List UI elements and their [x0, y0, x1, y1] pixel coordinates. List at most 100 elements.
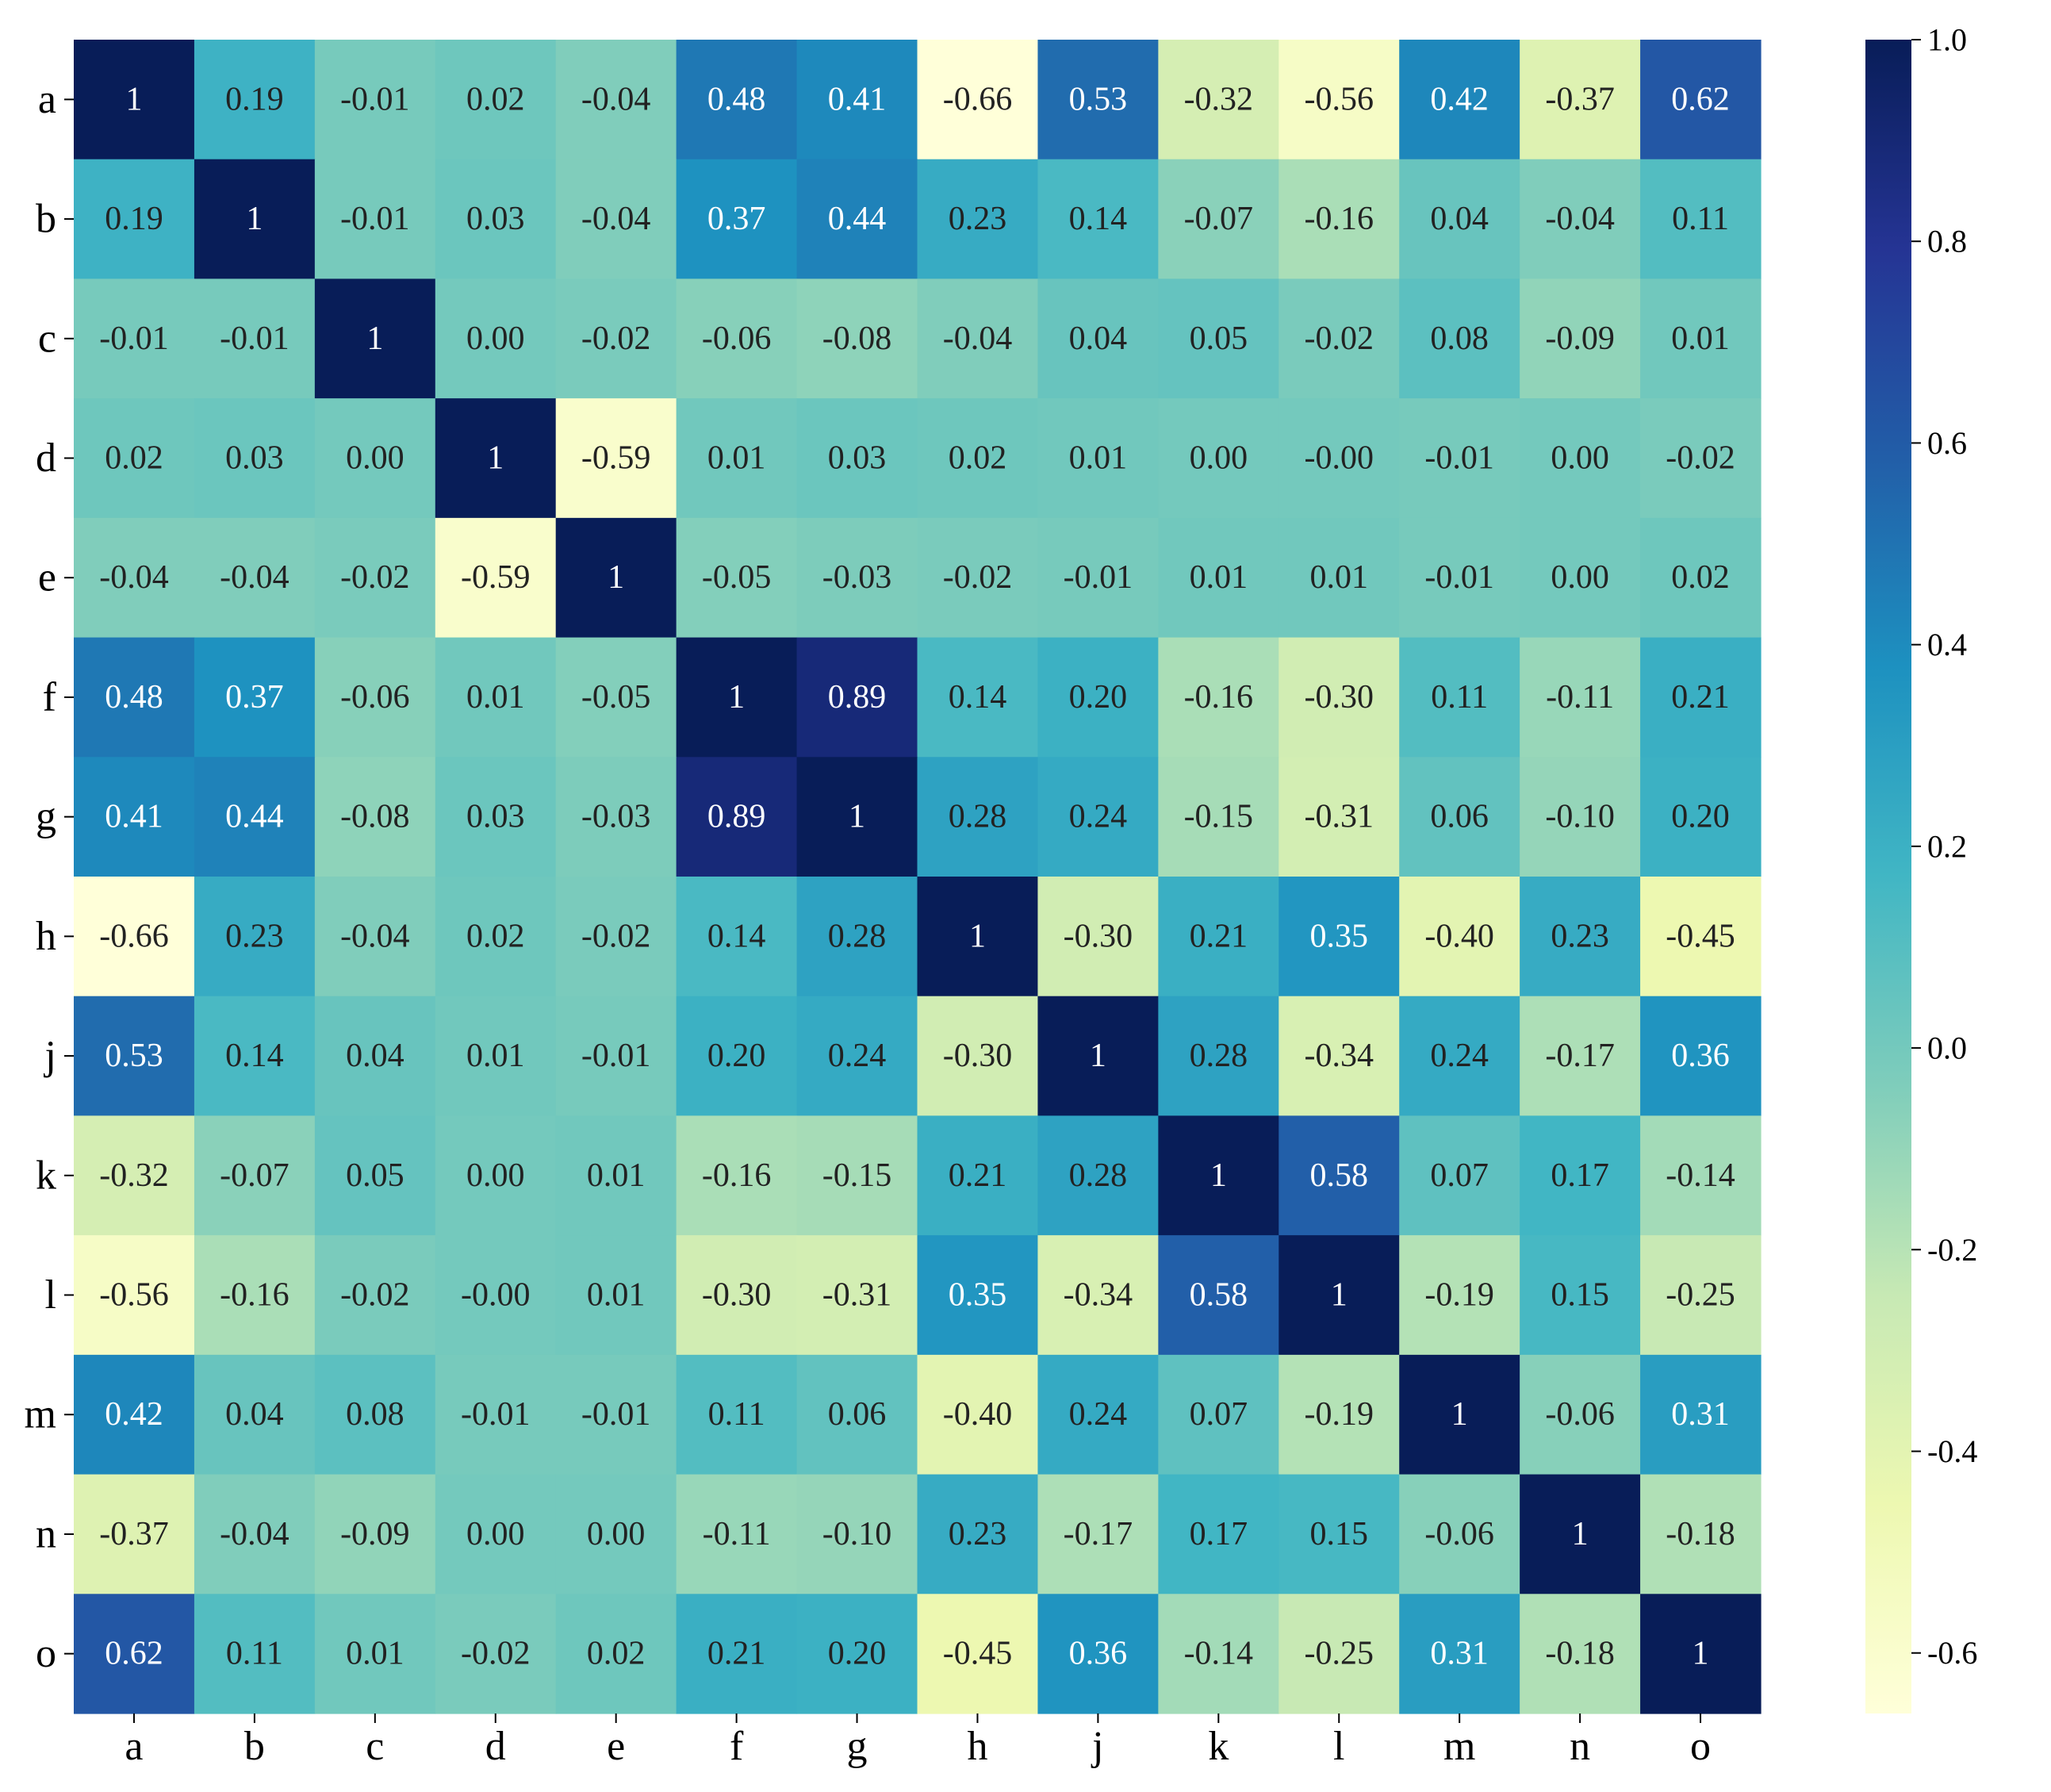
heatmap-cell-k-e — [555, 1115, 677, 1236]
cell-value-label: 0.01 — [1310, 559, 1369, 596]
cell-value-label: -0.59 — [461, 559, 531, 596]
heatmap-cell-k-b — [194, 1115, 316, 1236]
cell-value-label: -0.07 — [220, 1157, 289, 1194]
heatmap-cell-e-k — [1158, 517, 1279, 639]
cell-value-label: 0.02 — [587, 1636, 646, 1672]
colorbar-tick-label: -0.2 — [1927, 1232, 1977, 1268]
cell-value-label: 0.07 — [1430, 1157, 1489, 1194]
heatmap-cell-a-a — [74, 40, 195, 160]
cell-value-label: 0.02 — [466, 918, 525, 954]
heatmap-cell-m-b — [194, 1354, 316, 1475]
cell-value-label: 0.05 — [346, 1157, 404, 1194]
heatmap-cell-d-l — [1279, 398, 1400, 519]
cell-value-label: -0.32 — [99, 1157, 169, 1194]
cell-value-label: 0.21 — [1190, 918, 1248, 954]
cell-value-label: -0.19 — [1305, 1396, 1374, 1433]
heatmap-cell-k-o — [1640, 1115, 1762, 1236]
cell-value-label: -0.06 — [702, 320, 772, 357]
heatmap-cell-e-l — [1279, 517, 1400, 639]
heatmap-cell-j-h — [917, 996, 1039, 1117]
cell-value-label: -0.01 — [340, 201, 410, 237]
heatmap-cell-j-e — [555, 996, 677, 1117]
cell-value-label: 0.58 — [1310, 1157, 1369, 1194]
heatmap-cell-c-d — [435, 278, 557, 399]
heatmap-cell-j-d — [435, 996, 557, 1117]
heatmap-cell-h-k — [1158, 877, 1279, 997]
x-tick-label: g — [847, 1724, 868, 1769]
cell-value-label: -0.25 — [1305, 1636, 1374, 1672]
heatmap-cell-f-e — [555, 637, 677, 758]
heatmap-cell-c-o — [1640, 278, 1762, 399]
cell-value-label: -0.02 — [461, 1636, 531, 1672]
cell-value-label: 0.01 — [346, 1636, 404, 1672]
cell-value-label: -0.40 — [1424, 918, 1494, 954]
heatmap-cell-l-c — [314, 1235, 436, 1356]
cell-value-label: 0.06 — [828, 1396, 887, 1433]
heatmap-cell-f-c — [314, 637, 436, 758]
cell-value-label: -0.30 — [1305, 679, 1374, 716]
heatmap-cell-b-j — [1037, 159, 1159, 280]
heatmap-cell-c-g — [796, 278, 918, 399]
cell-value-label: -0.01 — [581, 1396, 651, 1433]
heatmap-cell-g-h — [917, 757, 1039, 877]
heatmap-cell-e-b — [194, 517, 316, 639]
heatmap-cell-g-f — [676, 757, 798, 877]
heatmap-cell-c-a — [74, 278, 195, 399]
heatmap-cell-n-o — [1640, 1474, 1762, 1594]
heatmap-cell-c-h — [917, 278, 1039, 399]
heatmap-cell-l-m — [1399, 1235, 1520, 1356]
heatmap-cell-h-j — [1037, 877, 1159, 997]
heatmap-cell-o-l — [1279, 1594, 1400, 1714]
cell-value-label: 0.28 — [828, 918, 887, 954]
heatmap-cell-g-c — [314, 757, 436, 877]
heatmap-cell-a-c — [314, 40, 436, 160]
cell-value-label: 0.00 — [587, 1516, 646, 1552]
cell-value-label: 0.01 — [466, 679, 525, 716]
cell-value-label: 0.48 — [105, 679, 163, 716]
heatmap-cell-f-f — [676, 637, 798, 758]
cell-value-label: 0.01 — [1190, 559, 1248, 596]
heatmap-cell-d-m — [1399, 398, 1520, 519]
heatmap-cell-l-b — [194, 1235, 316, 1356]
heatmap-cell-f-a — [74, 637, 195, 758]
cell-value-label: -0.05 — [702, 559, 772, 596]
cell-value-label: -0.04 — [943, 320, 1013, 357]
colorbar-tick-label: 0.6 — [1927, 425, 1967, 461]
heatmap-cell-o-j — [1037, 1594, 1159, 1714]
heatmap-cell-m-m — [1399, 1354, 1520, 1475]
cell-value-label: 0.08 — [1430, 320, 1489, 357]
cell-value-label: 0.02 — [105, 440, 163, 477]
cell-value-label: -0.06 — [1424, 1516, 1494, 1552]
heatmap-cell-a-n — [1520, 40, 1641, 160]
heatmap-cell-l-d — [435, 1235, 557, 1356]
heatmap-cell-b-b — [194, 159, 316, 280]
x-tick-label: j — [1091, 1724, 1103, 1769]
heatmap-cell-e-g — [796, 517, 918, 639]
cell-value-label: 0.14 — [949, 679, 1007, 716]
heatmap-cell-f-h — [917, 637, 1039, 758]
cell-value-label: 0.14 — [707, 918, 766, 954]
heatmap-cell-c-n — [1520, 278, 1641, 399]
y-tick-label: c — [38, 316, 56, 361]
cell-value-label: 1 — [849, 799, 865, 835]
cell-value-label: -0.02 — [943, 559, 1013, 596]
cell-value-label: 0.00 — [346, 440, 404, 477]
y-tick-label: l — [45, 1272, 56, 1318]
x-tick-label: c — [366, 1724, 384, 1769]
cell-value-label: 1 — [246, 201, 263, 237]
cell-value-label: -0.01 — [461, 1396, 531, 1433]
cell-value-label: -0.10 — [822, 1516, 892, 1552]
cell-value-label: -0.00 — [461, 1277, 531, 1314]
x-tick-label: l — [1333, 1724, 1344, 1769]
cell-value-label: -0.02 — [581, 918, 651, 954]
cell-value-label: 0.41 — [105, 799, 163, 835]
heatmap-cell-h-g — [796, 877, 918, 997]
cell-value-label: -0.18 — [1666, 1516, 1735, 1552]
heatmap-cell-e-d — [435, 517, 557, 639]
heatmap-cell-e-c — [314, 517, 436, 639]
cell-value-label: 0.11 — [226, 1636, 283, 1672]
heatmap-cell-j-l — [1279, 996, 1400, 1117]
heatmap-cell-a-b — [194, 40, 316, 160]
cell-value-label: 0.19 — [105, 201, 163, 237]
heatmap-cell-k-m — [1399, 1115, 1520, 1236]
